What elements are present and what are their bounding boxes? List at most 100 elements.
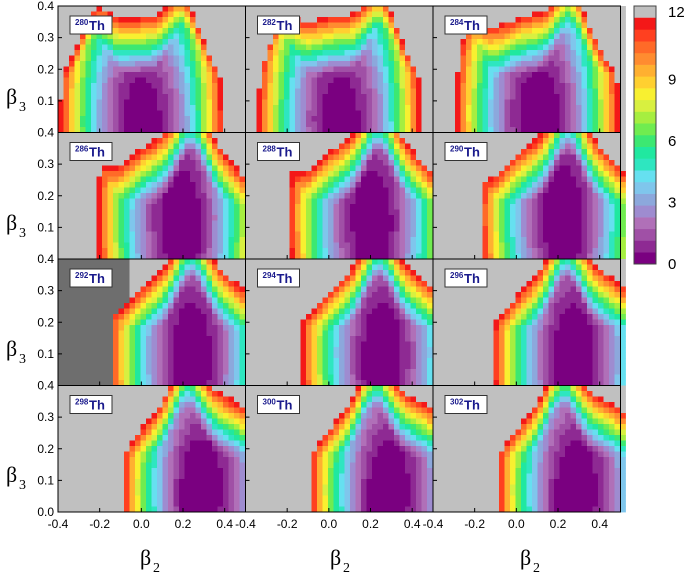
- surface-cell: [427, 193, 433, 199]
- surface-cell: [405, 11, 411, 18]
- nucleus-mass: 284: [450, 18, 464, 27]
- surface-cell: [190, 226, 196, 232]
- surface-cell: [124, 116, 130, 122]
- surface-cell: [239, 237, 246, 243]
- surface-cell: [201, 66, 207, 73]
- surface-cell: [278, 83, 285, 89]
- surface-cell: [515, 17, 522, 23]
- surface-cell: [289, 160, 296, 166]
- surface-cell: [311, 11, 318, 18]
- surface-cell: [267, 138, 274, 144]
- surface-cell: [537, 55, 544, 62]
- surface-cell: [460, 132, 467, 139]
- surface-cell: [129, 55, 136, 62]
- surface-cell: [63, 88, 70, 95]
- surface-cell: [598, 6, 604, 12]
- surface-cell: [499, 165, 505, 172]
- surface-cell: [603, 138, 610, 144]
- surface-cell: [184, 11, 191, 18]
- surface-cell: [58, 121, 64, 128]
- surface-cell: [113, 209, 119, 216]
- surface-cell: [460, 127, 467, 133]
- surface-cell: [284, 66, 290, 73]
- surface-cell: [477, 193, 483, 199]
- surface-cell: [289, 94, 296, 100]
- surface-cell: [526, 72, 533, 78]
- surface-cell: [63, 44, 70, 51]
- surface-cell: [228, 226, 235, 232]
- surface-cell: [146, 33, 152, 40]
- surface-cell: [455, 33, 461, 40]
- surface-cell: [190, 209, 196, 216]
- surface-cell: [515, 22, 522, 29]
- surface-cell: [377, 215, 384, 221]
- surface-cell: [488, 44, 494, 51]
- surface-cell: [107, 83, 114, 89]
- surface-cell: [179, 94, 185, 100]
- surface-cell: [399, 209, 406, 216]
- surface-cell: [339, 215, 345, 221]
- surface-cell: [526, 11, 533, 18]
- surface-cell: [488, 220, 494, 227]
- surface-cell: [444, 110, 450, 117]
- surface-cell: [344, 132, 351, 139]
- surface-cell: [416, 198, 422, 205]
- surface-cell: [554, 44, 560, 51]
- surface-cell: [603, 28, 610, 34]
- surface-cell: [504, 132, 511, 139]
- surface-cell: [372, 11, 378, 18]
- surface-cell: [328, 160, 334, 166]
- surface-cell: [267, 11, 274, 18]
- surface-cell: [124, 28, 130, 34]
- surface-cell: [267, 121, 274, 128]
- surface-cell: [449, 116, 456, 122]
- surface-cell: [239, 242, 246, 249]
- surface-cell: [565, 220, 571, 227]
- surface-cell: [295, 231, 301, 238]
- surface-cell: [355, 215, 362, 221]
- surface-cell: [251, 11, 257, 18]
- surface-cell: [510, 248, 516, 254]
- surface-cell: [548, 28, 555, 34]
- surface-cell: [466, 138, 472, 144]
- surface-cell: [427, 110, 433, 117]
- surface-cell: [113, 176, 119, 183]
- surface-cell: [344, 248, 351, 254]
- surface-cell: [559, 72, 566, 78]
- surface-cell: [284, 116, 290, 122]
- surface-cell: [433, 39, 439, 45]
- surface-cell: [499, 61, 505, 67]
- surface-cell: [157, 72, 163, 78]
- surface-cell: [311, 215, 318, 221]
- surface-cell: [289, 204, 296, 210]
- surface-cell: [548, 220, 555, 227]
- surface-cell: [609, 248, 615, 254]
- surface-cell: [449, 105, 456, 111]
- surface-cell: [455, 11, 461, 18]
- surface-cell: [521, 83, 527, 89]
- surface-cell: [256, 187, 263, 194]
- surface-cell: [206, 28, 213, 34]
- surface-cell: [383, 231, 389, 238]
- surface-cell: [366, 44, 373, 51]
- surface-cell: [421, 220, 428, 227]
- surface-cell: [521, 55, 527, 62]
- surface-cell: [190, 61, 196, 67]
- surface-cell: [333, 55, 340, 62]
- surface-cell: [124, 11, 130, 18]
- surface-cell: [289, 138, 296, 144]
- surface-cell: [107, 61, 114, 67]
- surface-cell: [278, 165, 285, 172]
- surface-cell: [438, 99, 445, 106]
- surface-cell: [168, 204, 174, 210]
- surface-cell: [460, 215, 467, 221]
- surface-cell: [284, 132, 290, 139]
- surface-cell: [306, 116, 312, 122]
- surface-cell: [554, 171, 560, 177]
- surface-cell: [157, 182, 163, 188]
- surface-cell: [168, 187, 174, 194]
- surface-cell: [482, 209, 489, 216]
- surface-cell: [433, 83, 439, 89]
- surface-cell: [466, 231, 472, 238]
- surface-cell: [471, 55, 478, 62]
